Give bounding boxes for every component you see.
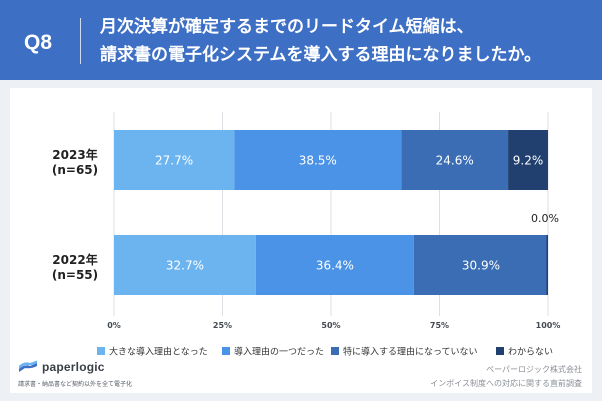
bar-segment [234, 130, 402, 190]
brand-name: paperlogic [42, 360, 105, 374]
brand-tagline: 請求書・納品書など契約以外を全て電子化 [18, 381, 133, 388]
data-label: 36.4% [316, 259, 354, 273]
data-label: 32.7% [166, 259, 204, 273]
legend-swatch [222, 347, 230, 355]
legend-label: わからない [508, 347, 553, 358]
data-label: 0.0% [531, 212, 559, 225]
header-banner: Q8 月次決算が確定するまでのリードタイム短縮は、 請求書の電子化システムを導入… [0, 0, 602, 80]
bar-segment [114, 130, 235, 190]
question-title: 月次決算が確定するまでのリードタイム短縮は、 請求書の電子化システムを導入する理… [100, 13, 541, 69]
question-title-line-2: 請求書の電子化システムを導入する理由になりましたか。 [100, 45, 542, 65]
bar-segment [413, 235, 548, 295]
legend-swatch [97, 347, 105, 355]
row-label-year: 2022年 [52, 252, 97, 267]
bar-row: 32.7% 36.4% 30.9% 0.0% 2022年(n=55) [52, 212, 559, 295]
question-title-line-1: 月次決算が確定するまでのリードタイム短縮は、 [100, 17, 474, 37]
data-label: 38.5% [299, 154, 337, 168]
legend-label: 導入理由の一つだった [234, 346, 324, 358]
x-tick-label: 100% [536, 321, 561, 330]
paperlogic-logo-icon [19, 360, 37, 372]
x-tick-label: 75% [430, 321, 449, 330]
legend-label: 特に導入する理由になっていない [343, 346, 478, 358]
source-survey: インボイス制度への対応に関する直前調査 [430, 379, 582, 388]
data-label: 9.2% [513, 154, 544, 168]
legend-swatch [496, 347, 504, 355]
bar-segment [401, 130, 509, 190]
x-tick-label: 50% [321, 321, 340, 330]
source-company: ペーパーロジック株式会社 [486, 365, 582, 374]
bar-segment [546, 235, 548, 295]
brand-logo: paperlogic [18, 359, 105, 375]
bar-row: 27.7% 38.5% 24.6% 9.2% 2023年(n=65) [52, 130, 548, 190]
legend-label: 大きな導入理由となった [109, 346, 208, 358]
bar-segment [255, 235, 414, 295]
data-label: 24.6% [436, 154, 474, 168]
bar-segment [508, 130, 548, 190]
row-label-sample-size: (n=55) [52, 268, 98, 282]
bar-segment [114, 235, 256, 295]
legend: 大きな導入理由となった 導入理由の一つだった 特に導入する理由になっていない わからな… [97, 346, 553, 358]
x-tick-label: 0% [107, 321, 121, 330]
legend-swatch [331, 347, 339, 355]
header-divider [80, 18, 81, 64]
x-tick-label: 25% [213, 321, 232, 330]
data-label: 30.9% [462, 259, 500, 273]
data-label: 27.7% [155, 154, 193, 168]
row-label-sample-size: (n=65) [52, 163, 98, 177]
question-number: Q8 [24, 31, 53, 54]
source-credit: ペーパーロジック株式会社 インボイス制度への対応に関する直前調査 [430, 363, 582, 391]
row-label-year: 2023年 [52, 147, 97, 162]
